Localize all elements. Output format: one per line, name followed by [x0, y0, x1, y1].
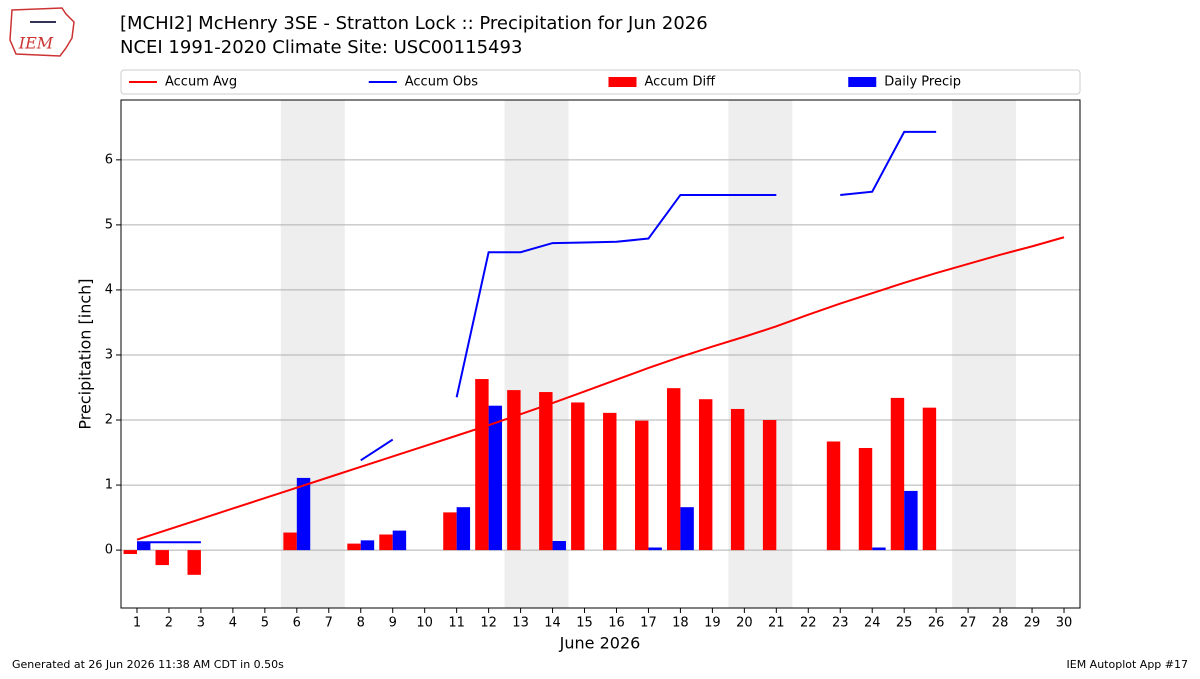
legend-swatch: [608, 77, 637, 87]
x-tick-label: 3: [197, 616, 205, 631]
bar: [539, 392, 553, 551]
bar: [443, 512, 457, 551]
x-axis-label: June 2026: [559, 634, 641, 653]
bar: [890, 397, 905, 551]
bar: [488, 405, 503, 551]
bar: [155, 550, 169, 566]
bar: [698, 399, 713, 551]
x-tick-label: 14: [544, 616, 561, 631]
x-tick-label: 6: [293, 616, 301, 631]
x-tick-label: 11: [448, 616, 465, 631]
bar: [552, 541, 566, 551]
footer-right: IEM Autoplot App #17: [1067, 658, 1189, 671]
y-tick-label: 2: [105, 413, 113, 428]
bar: [922, 407, 937, 551]
x-tick-label: 7: [325, 616, 333, 631]
x-tick-label: 10: [416, 616, 433, 631]
x-tick-label: 12: [480, 616, 497, 631]
bar: [123, 550, 137, 555]
x-tick-label: 28: [992, 616, 1009, 631]
x-tick-label: 27: [960, 616, 977, 631]
bar: [296, 477, 311, 551]
x-tick-label: 2: [165, 616, 173, 631]
x-tick-label: 5: [261, 616, 269, 631]
bar: [603, 412, 617, 551]
x-tick-label: 24: [864, 616, 881, 631]
x-tick-label: 8: [357, 616, 365, 631]
x-tick-label: 30: [1056, 616, 1073, 631]
x-tick-label: 20: [736, 616, 753, 631]
y-tick-label: 1: [105, 478, 113, 493]
y-tick-label: 5: [105, 217, 113, 232]
legend-label: Accum Avg: [165, 75, 237, 90]
bar: [730, 408, 745, 551]
y-tick-label: 3: [105, 347, 113, 362]
bar: [187, 550, 201, 575]
bar: [826, 441, 841, 551]
legend-swatch: [848, 77, 877, 87]
legend-label: Accum Obs: [405, 75, 478, 90]
bar: [762, 420, 777, 551]
logo-outline: [9, 7, 75, 57]
x-tick-label: 15: [576, 616, 593, 631]
bar: [648, 547, 662, 551]
legend-label: Accum Diff: [645, 75, 717, 90]
bar: [392, 530, 407, 551]
logo: IEM: [9, 7, 75, 57]
x-tick-label: 18: [672, 616, 689, 631]
legend-box: [120, 69, 1081, 95]
weekend-shade: [952, 100, 1017, 608]
x-tick-label: 22: [800, 616, 817, 631]
y-tick-label: 4: [105, 282, 113, 297]
line: [136, 236, 1065, 541]
chart-subtitle: NCEI 1991-2020 Climate Site: USC00115493: [120, 37, 522, 58]
bar: [456, 507, 471, 551]
x-tick-label: 19: [704, 616, 721, 631]
x-tick-label: 4: [229, 616, 237, 631]
bar: [347, 543, 361, 551]
plot-frame: [120, 99, 1081, 609]
logo-text: IEM: [18, 34, 54, 53]
line: [136, 130, 937, 544]
x-tick-label: 16: [608, 616, 625, 631]
x-tick-label: 13: [512, 616, 529, 631]
footer-left: Generated at 26 Jun 2026 11:38 AM CDT in…: [12, 658, 284, 671]
y-tick-label: 6: [105, 152, 113, 167]
weekend-shade: [280, 100, 345, 608]
x-tick-label: 9: [389, 616, 397, 631]
x-tick-label: 25: [896, 616, 913, 631]
x-tick-label: 23: [832, 616, 849, 631]
bar: [507, 390, 521, 551]
bar: [635, 420, 649, 551]
y-tick-label: 0: [105, 543, 113, 558]
bar: [872, 547, 886, 551]
x-tick-label: 26: [928, 616, 945, 631]
bar: [904, 490, 918, 551]
bar: [571, 402, 585, 551]
bar: [136, 542, 151, 551]
bar: [858, 447, 873, 551]
x-tick-label: 29: [1024, 616, 1041, 631]
x-tick-label: 1: [133, 616, 141, 631]
chart-title: [MCHI2] McHenry 3SE - Stratton Lock :: P…: [120, 13, 708, 34]
bar: [360, 540, 375, 551]
y-axis-label: Precipitation [inch]: [76, 278, 95, 429]
bar: [680, 507, 694, 551]
bar: [283, 532, 297, 551]
bar: [475, 379, 489, 551]
legend-label: Daily Precip: [884, 75, 961, 90]
x-tick-label: 17: [640, 616, 657, 631]
x-tick-label: 21: [768, 616, 785, 631]
bar: [666, 388, 681, 551]
bar: [379, 534, 393, 551]
